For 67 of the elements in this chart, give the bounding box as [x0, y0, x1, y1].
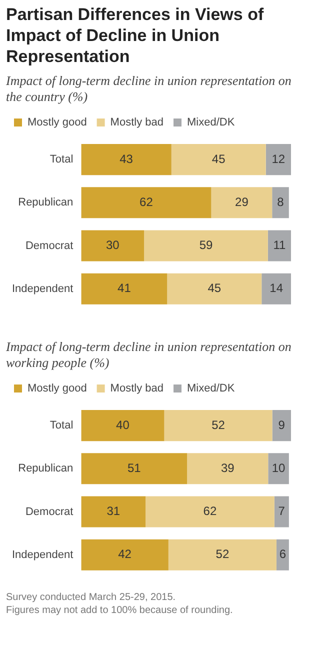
legend-label: Mostly good	[28, 382, 87, 395]
data-label: 39	[220, 460, 235, 475]
data-label: 14	[270, 281, 284, 296]
bar	[81, 230, 144, 262]
bar	[81, 410, 164, 442]
chart-subtitle: Impact of long-term decline in union representation on the country (%)	[6, 73, 292, 105]
y-tick-label: Democrat	[25, 506, 74, 518]
legend-label: Mostly bad	[110, 116, 164, 129]
data-label: 6	[279, 547, 286, 562]
data-label: 8	[277, 194, 284, 209]
data-label: 12	[272, 152, 286, 166]
bar	[81, 187, 212, 218]
data-label: 51	[127, 460, 142, 475]
data-label: 62	[203, 504, 217, 518]
data-label: 45	[212, 152, 226, 166]
data-label: 59	[199, 238, 214, 252]
data-label: 9	[278, 418, 286, 432]
bar	[268, 453, 289, 484]
data-label: 7	[278, 504, 286, 518]
bar	[262, 273, 291, 304]
bar	[272, 187, 289, 218]
bar	[81, 496, 146, 528]
legend-label: Mixed/DK	[187, 116, 236, 129]
legend-label: Mostly bad	[110, 382, 164, 395]
bar	[276, 539, 289, 570]
y-tick-label: Democrat	[25, 240, 74, 252]
bar	[81, 539, 168, 570]
bar	[168, 539, 276, 570]
bar	[211, 187, 272, 218]
bar	[171, 144, 266, 176]
bar	[266, 144, 291, 176]
chart-subtitle: Impact of long-term decline in union representation on working people (%)	[6, 339, 292, 371]
y-tick-label: Republican	[18, 196, 74, 209]
data-label: 29	[235, 194, 249, 209]
bar	[81, 273, 168, 304]
y-tick-label: Independent	[12, 548, 74, 561]
bar	[167, 273, 262, 304]
y-tick-label: Total	[50, 420, 74, 432]
data-label: 10	[272, 460, 286, 475]
data-label: 41	[118, 281, 132, 296]
text: Survey conducted March 25-29, 2015.	[6, 591, 177, 604]
bar	[146, 496, 274, 528]
bar	[81, 453, 188, 484]
data-label: 31	[106, 504, 120, 518]
y-tick-label: Republican	[18, 462, 74, 475]
bar	[164, 410, 272, 442]
data-label: 52	[212, 418, 226, 432]
chart-title: Partisan Differences in Views of Impact of Decline in Union Representation	[6, 4, 265, 67]
data-label: 52	[216, 547, 230, 562]
data-label: 42	[118, 547, 132, 562]
data-label: 43	[120, 152, 134, 166]
y-tick-label: Total	[50, 154, 74, 166]
bar	[268, 230, 291, 262]
data-label: 40	[116, 418, 130, 432]
bar	[272, 410, 291, 442]
legend-label: Mixed/DK	[187, 382, 236, 395]
data-label: 45	[208, 281, 222, 296]
bar	[187, 453, 268, 484]
y-tick-label: Independent	[12, 282, 74, 295]
data-label: 11	[273, 238, 286, 252]
bar	[81, 144, 172, 176]
legend-label: Mostly good	[28, 116, 87, 129]
data-label: 30	[106, 238, 120, 252]
bar	[144, 230, 268, 262]
text: Figures may not add to 100% because of rounding.	[6, 604, 234, 617]
data-label: 62	[140, 194, 154, 209]
bar	[274, 496, 289, 528]
